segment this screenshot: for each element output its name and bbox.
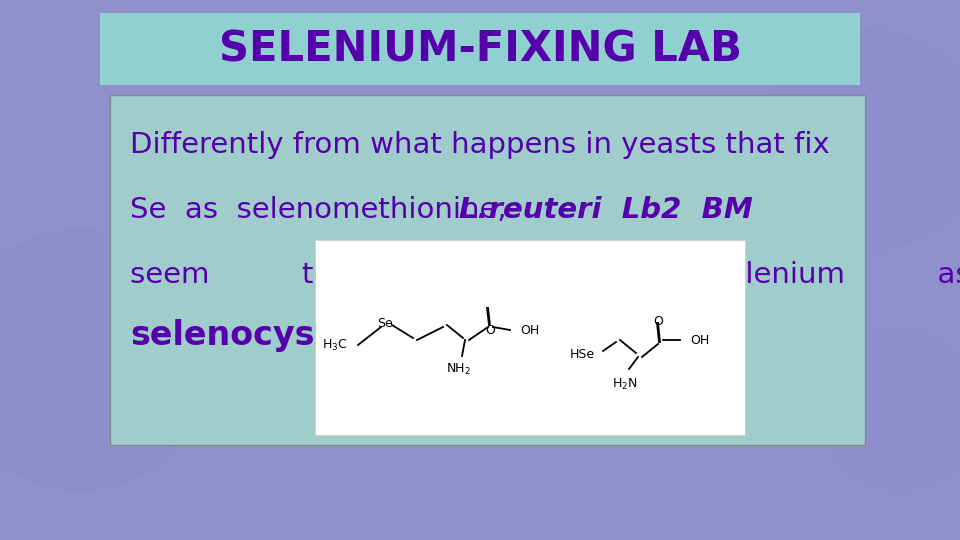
Text: H$_2$N: H$_2$N [612, 377, 637, 392]
Text: Differently from what happens in yeasts that fix: Differently from what happens in yeasts … [130, 131, 829, 159]
Text: seem          to            incorporate           selenium          as: seem to incorporate selenium as [130, 261, 960, 289]
FancyBboxPatch shape [100, 13, 860, 85]
Text: H$_3$C: H$_3$C [323, 338, 348, 353]
FancyBboxPatch shape [110, 95, 865, 445]
Text: O: O [653, 315, 663, 328]
Text: O: O [485, 324, 495, 337]
Text: selenocysteine: selenocysteine [130, 319, 411, 352]
FancyBboxPatch shape [315, 240, 745, 435]
Text: HSe: HSe [570, 348, 595, 361]
Text: SELENIUM-FIXING LAB: SELENIUM-FIXING LAB [219, 28, 741, 70]
Text: Se: Se [377, 317, 393, 330]
Circle shape [760, 30, 960, 250]
Text: Se  as  selenomethionine,: Se as selenomethionine, [130, 196, 525, 224]
Circle shape [0, 230, 210, 490]
Text: NH$_2$: NH$_2$ [445, 362, 470, 377]
Text: OH: OH [690, 334, 709, 347]
Text: L.reuteri  Lb2  BM: L.reuteri Lb2 BM [460, 196, 754, 224]
Text: OH: OH [520, 323, 540, 336]
Circle shape [820, 330, 960, 490]
